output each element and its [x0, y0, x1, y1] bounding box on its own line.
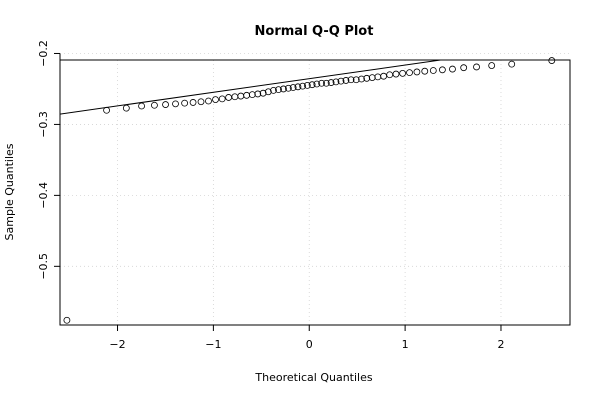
data-point [205, 97, 212, 105]
data-point [380, 72, 388, 80]
data-point [318, 79, 326, 87]
data-point [294, 83, 302, 91]
y-tick-label: −0.2 [37, 40, 50, 67]
data-point [347, 76, 355, 84]
x-tick-label: 2 [497, 338, 504, 351]
data-point [270, 86, 277, 94]
data-point [181, 99, 189, 107]
y-tick-label: −0.3 [37, 111, 50, 138]
data-point [449, 65, 456, 73]
data-point [103, 106, 110, 114]
y-tick-label: −0.5 [37, 253, 50, 280]
data-point [374, 73, 382, 81]
data-point [460, 64, 468, 72]
x-tick-label: −1 [205, 338, 221, 351]
data-point [342, 77, 350, 84]
data-point [439, 66, 446, 74]
x-tick-label: 1 [402, 338, 409, 351]
data-point [138, 102, 145, 110]
plot-frame [59, 59, 571, 326]
data-point [313, 80, 321, 88]
data-point [162, 101, 169, 108]
data-point [473, 63, 480, 71]
data-point [225, 94, 233, 101]
data-point [429, 67, 437, 74]
data-points [63, 57, 556, 324]
data-point [280, 85, 287, 93]
data-point [237, 92, 245, 100]
data-point [248, 91, 256, 99]
data-point [189, 99, 197, 106]
data-point [308, 81, 316, 89]
data-point [254, 90, 262, 98]
data-point [63, 316, 71, 324]
y-axis: −0.2 −0.3 −0.4 −0.5 [37, 40, 61, 280]
data-point [218, 95, 226, 103]
data-point [337, 77, 345, 85]
data-point [303, 82, 311, 89]
data-point [548, 57, 556, 64]
data-point [275, 86, 282, 94]
data-point [363, 74, 371, 82]
data-point [289, 84, 297, 91]
data-point [358, 75, 365, 83]
data-point [332, 78, 340, 86]
data-point [284, 84, 292, 92]
data-point [386, 71, 394, 79]
data-point [122, 104, 130, 112]
chart-title: Normal Q-Q Plot [255, 24, 374, 39]
data-point [406, 69, 413, 77]
data-point [172, 100, 179, 108]
data-point [231, 93, 239, 101]
x-axis: −2 −1 0 1 2 [109, 324, 504, 351]
data-point [399, 69, 407, 77]
data-point [327, 79, 335, 86]
data-point [421, 67, 429, 75]
data-point [151, 101, 158, 109]
y-axis-label: Sample Quantiles [3, 143, 16, 240]
x-tick-label: −2 [109, 338, 125, 351]
data-point [322, 79, 330, 87]
y-tick-label: −0.4 [37, 182, 50, 209]
data-point [413, 68, 421, 76]
data-point [259, 89, 267, 97]
data-point [392, 70, 400, 78]
x-axis-label: Theoretical Quantiles [254, 371, 372, 384]
data-point [212, 96, 219, 103]
reference-line [60, 60, 445, 115]
data-point [299, 82, 307, 90]
data-point [508, 60, 516, 68]
grid-lines [60, 53, 570, 325]
x-tick-label: 0 [306, 338, 313, 351]
data-point [264, 88, 272, 96]
data-point [488, 62, 496, 69]
data-point [368, 74, 376, 81]
data-point [352, 76, 360, 84]
data-point [243, 91, 251, 99]
data-point [197, 98, 205, 106]
